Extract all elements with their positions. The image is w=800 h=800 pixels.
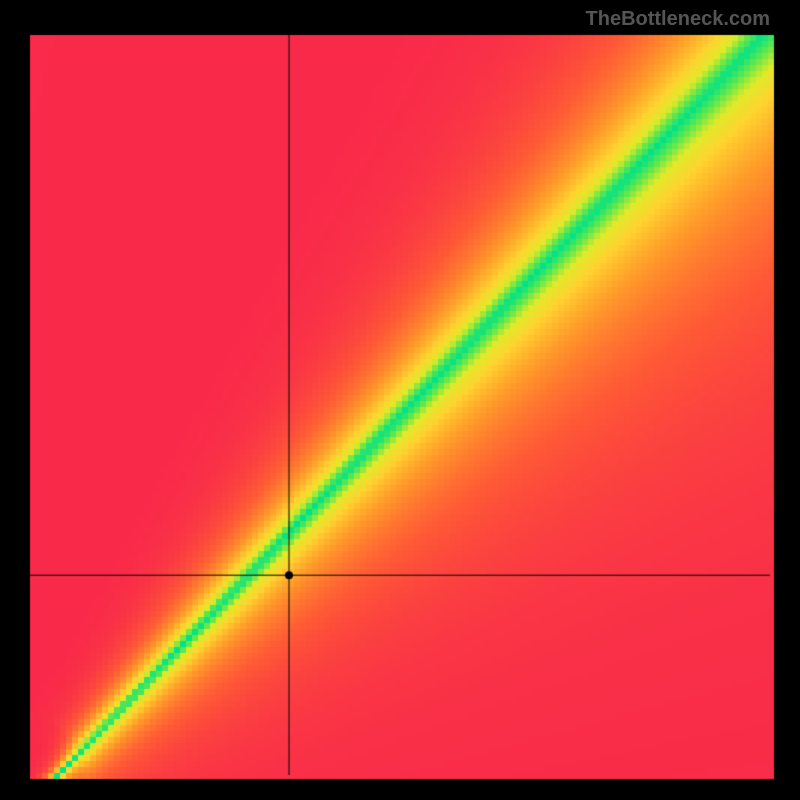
- watermark-text: TheBottleneck.com: [586, 8, 770, 31]
- chart-container: { "watermark": { "text": "TheBottleneck.…: [0, 0, 800, 800]
- bottleneck-heatmap: [0, 0, 800, 800]
